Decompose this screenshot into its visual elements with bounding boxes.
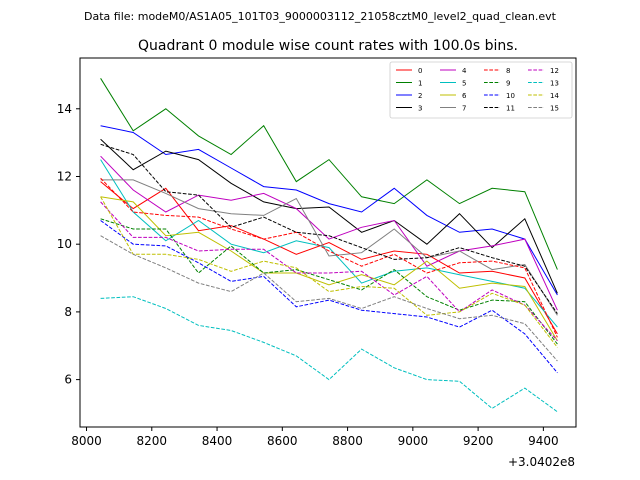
series-line-11 xyxy=(100,143,558,314)
legend-label-1: 1 xyxy=(418,80,422,88)
series-line-10 xyxy=(100,220,558,374)
series-line-7 xyxy=(100,179,558,316)
legend-box xyxy=(389,61,573,119)
legend-label-5: 5 xyxy=(462,80,466,88)
legend-label-3: 3 xyxy=(418,105,422,113)
series-line-3 xyxy=(100,138,558,294)
x-tick-label: 9200 xyxy=(463,434,494,448)
series-line-14 xyxy=(100,196,558,348)
legend-label-8: 8 xyxy=(506,67,510,75)
legend-label-2: 2 xyxy=(418,92,422,100)
x-tick-label: 9400 xyxy=(528,434,559,448)
legend-label-7: 7 xyxy=(462,105,466,113)
legend-label-13: 13 xyxy=(550,80,559,88)
y-tick-label: 12 xyxy=(57,169,72,183)
legend-label-15: 15 xyxy=(550,105,559,113)
x-offset-label: +3.0402e8 xyxy=(508,455,575,469)
y-tick-label: 10 xyxy=(57,237,72,251)
x-tick-label: 9000 xyxy=(398,434,429,448)
legend-label-9: 9 xyxy=(506,80,510,88)
series-line-9 xyxy=(100,218,558,345)
x-tick-label: 8600 xyxy=(267,434,298,448)
series-line-15 xyxy=(100,235,558,362)
x-tick-label: 8200 xyxy=(137,434,168,448)
legend-label-0: 0 xyxy=(418,67,422,75)
series-line-6 xyxy=(100,196,558,341)
x-tick-label: 8400 xyxy=(202,434,233,448)
series-line-8 xyxy=(100,177,558,338)
series-layer xyxy=(100,78,558,413)
y-tick-label: 8 xyxy=(64,305,72,319)
legend-label-11: 11 xyxy=(506,105,515,113)
x-tick-label: 8000 xyxy=(71,434,102,448)
legend-label-10: 10 xyxy=(506,92,515,100)
series-line-2 xyxy=(100,125,558,296)
series-line-0 xyxy=(100,181,558,335)
chart-title: Quadrant 0 module wise count rates with … xyxy=(138,38,518,54)
series-line-12 xyxy=(100,201,558,342)
series-line-13 xyxy=(100,296,558,413)
y-axis: 6 8 10 12 14 xyxy=(57,102,80,387)
y-tick-label: 6 xyxy=(64,373,72,387)
data-file-caption: Data file: modeM0/AS1A05_101T03_90000031… xyxy=(84,10,557,23)
x-tick-label: 8800 xyxy=(332,434,363,448)
legend-label-14: 14 xyxy=(550,92,559,100)
series-line-5 xyxy=(100,159,558,328)
legend-label-12: 12 xyxy=(550,67,559,75)
legend-label-4: 4 xyxy=(462,67,467,75)
y-tick-label: 14 xyxy=(57,102,72,116)
series-line-1 xyxy=(100,78,558,270)
plot-frame xyxy=(79,57,577,428)
series-line-4 xyxy=(100,155,558,311)
x-axis: 8000 8200 8400 8600 8800 9000 9200 9400 xyxy=(71,427,559,448)
legend-label-6: 6 xyxy=(462,92,467,100)
